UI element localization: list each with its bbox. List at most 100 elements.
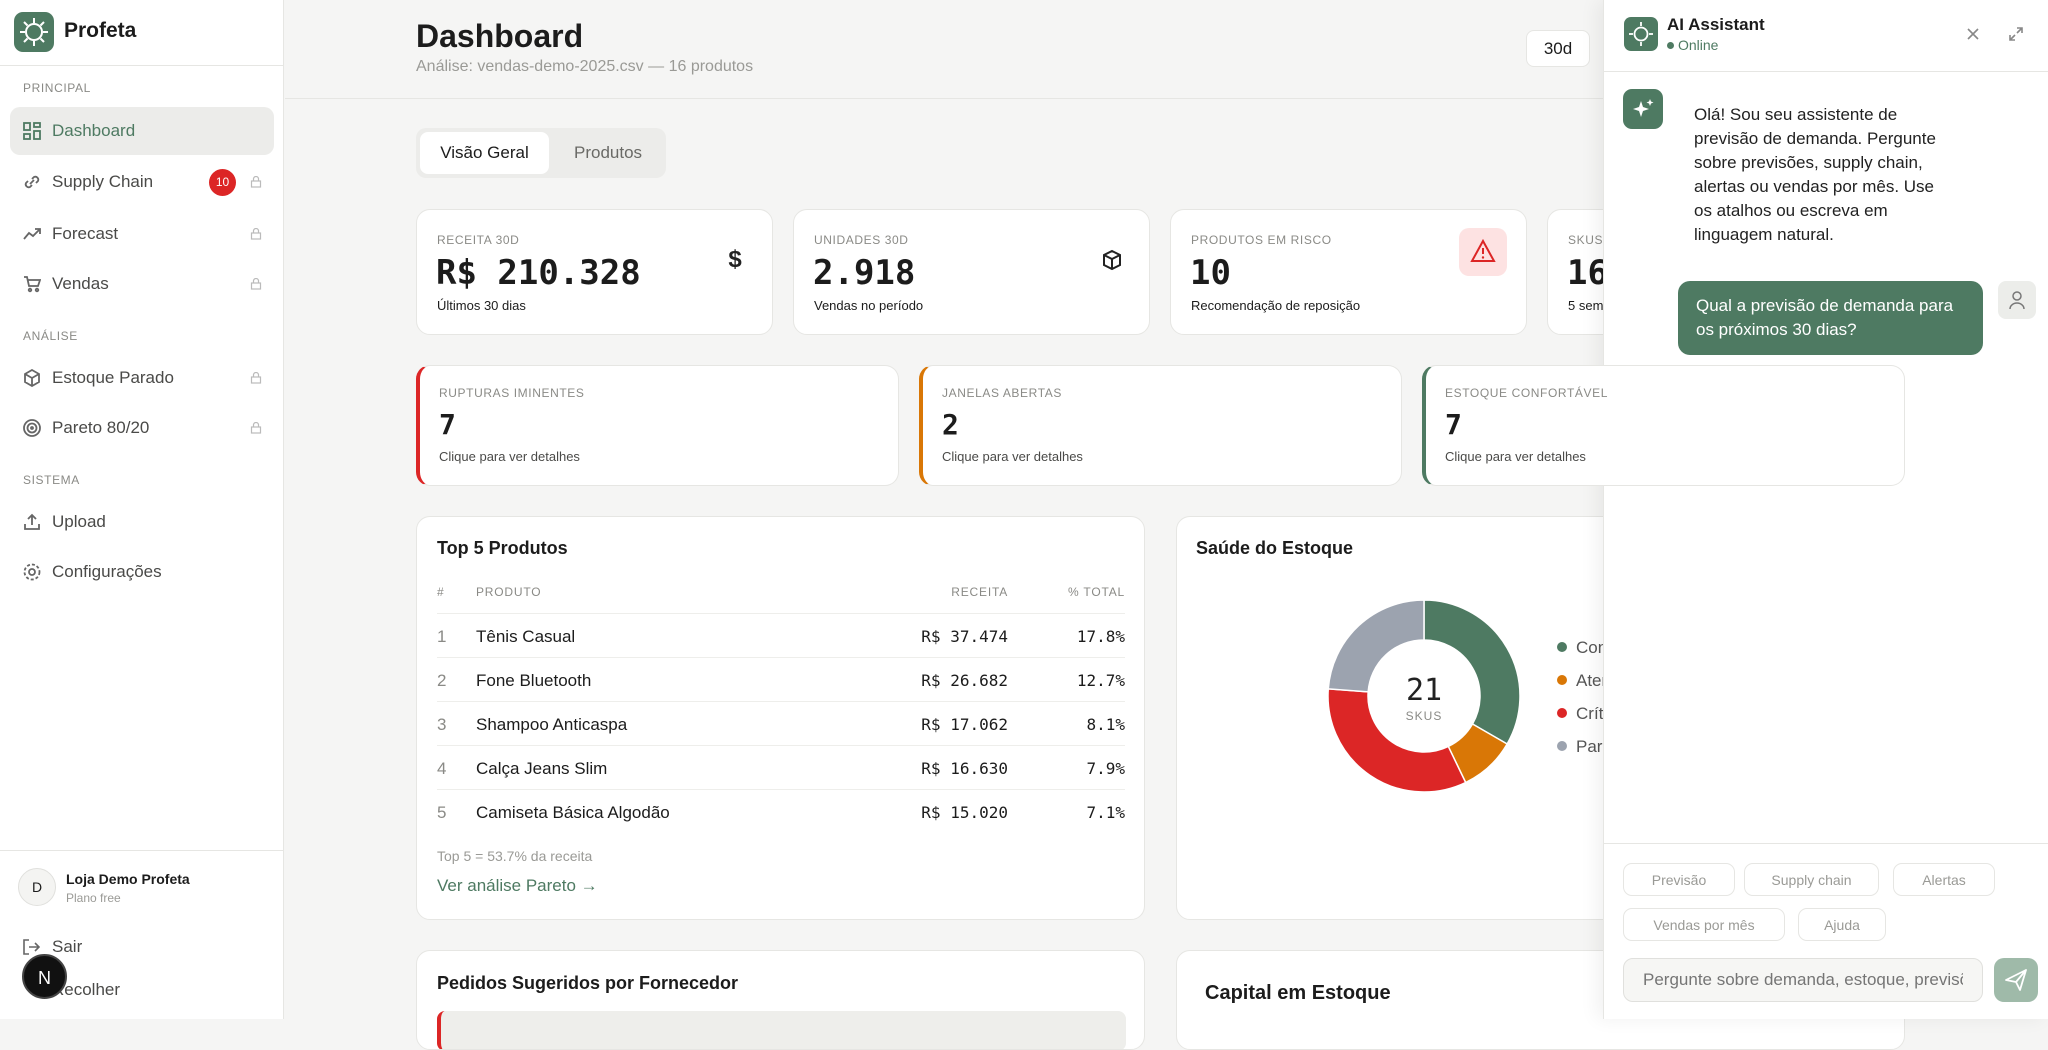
shortcut-chip[interactable]: Alertas — [1893, 863, 1995, 896]
shape — [23, 939, 29, 955]
nav-label: Upload — [52, 512, 106, 531]
shape — [1103, 254, 1121, 269]
status-value: 7 — [439, 408, 456, 441]
shape — [23, 419, 41, 437]
kpi-card: PRODUTOS EM RISCO 10 Recomendação de rep… — [1170, 209, 1527, 335]
donut-segment — [1327, 688, 1467, 793]
donut-chart: ConfortávelAtençãoCríticoParado21SKUS — [1327, 599, 1663, 793]
shape — [1633, 101, 1649, 117]
shape — [252, 228, 260, 233]
brand-logo — [14, 12, 54, 52]
icon — [23, 228, 41, 240]
kpi-label: RECEITA 30D — [437, 233, 520, 247]
shape — [23, 37, 29, 43]
nav-label: Configurações — [52, 562, 162, 581]
nav-label: Supply Chain — [52, 172, 154, 191]
shape — [23, 122, 41, 140]
section-title: SISTEMA — [23, 473, 80, 487]
card-title: Top 5 Produtos — [437, 538, 568, 558]
shape — [2012, 291, 2022, 301]
cell: R$ 26.682 — [921, 671, 1008, 690]
status-card[interactable]: RUPTURAS IMINENTES 7 Clique para ver detal… — [416, 365, 899, 486]
nav-item[interactable]: Vendas — [10, 260, 274, 308]
shape — [1103, 249, 1121, 271]
top-products-card: Top 5 Produtos — [416, 516, 1145, 920]
shape — [250, 376, 262, 384]
cell: 3 — [437, 715, 447, 734]
cell: 8.1% — [1086, 715, 1125, 734]
dev-badge[interactable]: N — [22, 954, 67, 999]
shape — [25, 23, 43, 41]
lock-icon — [250, 176, 262, 188]
shape — [1629, 22, 1653, 46]
icon — [24, 276, 41, 293]
nav-item[interactable]: Forecast — [10, 210, 274, 258]
nav-item[interactable]: Upload — [10, 498, 274, 546]
shape — [1481, 256, 1485, 259]
card-title: Capital em Estoque — [1205, 982, 1391, 1004]
expand-button[interactable] — [2007, 25, 2025, 43]
chip-label: Supply chain — [1771, 872, 1852, 888]
nav-item[interactable]: Dashboard — [10, 107, 274, 155]
bot-avatar — [1623, 89, 1663, 129]
kpi-label: PRODUTOS EM RISCO — [1191, 233, 1332, 247]
cell: 12.7% — [1076, 671, 1125, 690]
divider — [0, 65, 284, 66]
chip-label: Vendas por mês — [1653, 917, 1755, 933]
shortcut-chip[interactable]: Supply chain — [1744, 863, 1879, 896]
nav-label: Dashboard — [52, 121, 136, 140]
shape — [33, 130, 41, 140]
page-subtitle: Análise: vendas-demo-2025.csv — 16 produ… — [416, 58, 754, 75]
shape — [24, 276, 41, 293]
cell: 17.8% — [1076, 627, 1125, 646]
icon — [24, 175, 40, 189]
shape — [24, 180, 33, 189]
shortcut-chip[interactable]: Previsão — [1623, 863, 1735, 896]
cell: 4 — [437, 759, 447, 778]
legend-dot — [1557, 642, 1567, 652]
period-button[interactable]: 30d — [1526, 30, 1590, 67]
account-name: Loja Demo Profeta — [66, 871, 190, 887]
chat-input[interactable] — [1623, 958, 1983, 1002]
lock-icon — [250, 422, 262, 434]
shape — [23, 228, 41, 240]
cell: Fone Bluetooth — [476, 671, 592, 690]
tab[interactable]: Visão Geral — [420, 132, 549, 174]
shape — [250, 282, 262, 290]
kpi-value: 2.918 — [813, 253, 916, 293]
kpi-note: Recomendação de reposição — [1191, 298, 1361, 313]
status-dot — [1667, 42, 1674, 49]
send-button[interactable] — [1994, 958, 2038, 1002]
shape — [250, 176, 262, 188]
table-footer: Top 5 = 53.7% da receita — [437, 848, 593, 864]
nav-item[interactable]: Estoque Parado — [10, 354, 274, 402]
cell: Tênis Casual — [476, 627, 576, 646]
badge: 10 — [209, 169, 236, 196]
shape — [23, 133, 31, 140]
close-button[interactable] — [1964, 25, 1982, 43]
card-title: Pedidos Sugeridos por Fornecedor — [437, 973, 739, 993]
nav-item[interactable]: Supply Chain 10 — [10, 158, 274, 206]
status-card[interactable]: ESTOQUE CONFORTÁVEL 7 Clique para ver deta… — [1422, 365, 1905, 486]
kpi-value: 10 — [1190, 253, 1231, 293]
nav-item[interactable]: Pareto 80/20 — [10, 404, 274, 452]
pareto-link[interactable]: Ver análise Pareto → — [437, 876, 598, 895]
cell: 5 — [437, 803, 447, 822]
logout-label: Sair — [52, 937, 83, 956]
shape — [28, 568, 36, 576]
shortcut-chip[interactable]: Vendas por mês — [1623, 908, 1785, 941]
tab[interactable]: Produtos — [574, 143, 643, 162]
shape — [252, 372, 260, 377]
cell: R$ 16.630 — [921, 759, 1008, 778]
table-row: 4 Calça Jeans Slim R$ 16.630 7.9% — [437, 745, 1125, 789]
shortcut-chip[interactable]: Ajuda — [1798, 908, 1886, 941]
brand-name: Profeta — [64, 19, 137, 42]
shape — [252, 176, 260, 181]
icon — [23, 563, 41, 581]
column-header: RECEITA — [951, 585, 1008, 599]
section-title: ANÁLISE — [23, 329, 78, 343]
nav-item[interactable]: Configurações — [10, 548, 274, 596]
status-card[interactable]: JANELAS ABERTAS 2 Clique para ver detalhes — [919, 365, 1402, 486]
header: Dashboard Análise: vendas-demo-2025.csv … — [285, 0, 2048, 99]
